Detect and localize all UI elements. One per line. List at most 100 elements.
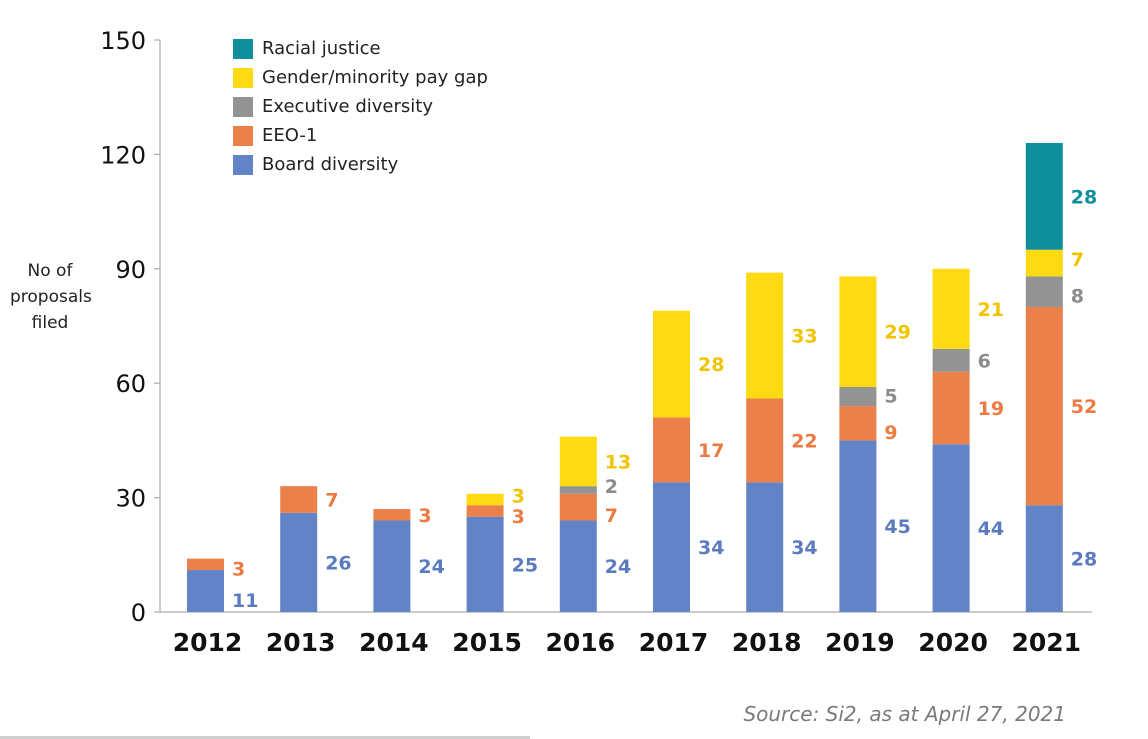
data-label: 17 xyxy=(698,440,724,462)
data-label: 22 xyxy=(791,430,817,452)
bar-segment-board-diversity xyxy=(653,482,690,612)
y-axis-label: No of proposals filed xyxy=(10,258,92,336)
data-label: 6 xyxy=(978,350,991,372)
x-tick-label: 2020 xyxy=(918,628,988,657)
bar-segment-gender-minority-pay-gap xyxy=(653,310,690,418)
legend-item-racial-justice: Racial justice xyxy=(233,34,488,63)
x-tick-label: 2012 xyxy=(173,628,243,657)
x-tick-label: 2013 xyxy=(266,628,336,657)
legend-swatch xyxy=(233,96,253,117)
bar-segment-board-diversity xyxy=(746,482,784,612)
bar-segment-eeo-1 xyxy=(187,558,224,571)
bar-segment-eeo-1 xyxy=(932,371,970,445)
data-label: 3 xyxy=(232,558,245,580)
y-tick-label: 30 xyxy=(115,485,146,513)
legend-label: EEO-1 xyxy=(262,125,318,146)
data-label: 19 xyxy=(978,398,1004,420)
data-label: 34 xyxy=(791,537,817,559)
data-label: 11 xyxy=(232,590,258,612)
data-label: 44 xyxy=(978,518,1004,540)
legend-swatch xyxy=(233,38,253,59)
bar-segment-executive-diversity xyxy=(1025,276,1063,307)
legend-label: Racial justice xyxy=(262,38,381,59)
legend-item-board-diversity: Board diversity xyxy=(233,150,488,179)
bar-segment-racial-justice xyxy=(1025,142,1063,250)
divider xyxy=(0,736,530,739)
bar-segment-eeo-1 xyxy=(839,406,877,441)
bar-segment-eeo-1 xyxy=(1025,306,1063,506)
data-label: 7 xyxy=(1071,249,1084,271)
legend-label: Board diversity xyxy=(262,154,399,175)
bar-segment-board-diversity xyxy=(466,516,504,612)
y-tick-label: 60 xyxy=(115,370,146,398)
bar-segment-eeo-1 xyxy=(746,398,784,483)
bar-segment-gender-minority-pay-gap xyxy=(1025,249,1063,277)
bar-segment-executive-diversity xyxy=(839,387,877,407)
bar-segment-board-diversity xyxy=(559,520,597,612)
legend-swatch xyxy=(233,125,253,146)
data-label: 28 xyxy=(1071,549,1097,571)
y-tick-label: 90 xyxy=(115,256,146,284)
data-label: 2 xyxy=(605,476,618,498)
data-label: 45 xyxy=(884,516,910,538)
x-tick-label: 2015 xyxy=(452,628,522,657)
bar-segment-board-diversity xyxy=(839,440,877,612)
data-label: 3 xyxy=(512,506,525,528)
data-label: 24 xyxy=(605,556,631,578)
bar-segment-board-diversity xyxy=(932,444,970,612)
data-label: 21 xyxy=(978,299,1004,321)
bar-segment-eeo-1 xyxy=(373,509,411,521)
x-tick-label: 2017 xyxy=(639,628,709,657)
bar-segment-eeo-1 xyxy=(559,493,597,521)
bar-segment-eeo-1 xyxy=(653,417,690,483)
legend: Racial justice Gender/minority pay gap E… xyxy=(233,34,488,179)
x-tick-label: 2019 xyxy=(825,628,895,657)
legend-swatch xyxy=(233,67,253,88)
legend-item-eeo-1: EEO-1 xyxy=(233,121,488,150)
bar-segment-executive-diversity xyxy=(559,486,597,494)
data-label: 25 xyxy=(512,554,538,576)
y-axis-label-line: filed xyxy=(31,313,69,333)
bar-segment-eeo-1 xyxy=(466,505,504,517)
x-tick-label: 2018 xyxy=(732,628,802,657)
data-label: 34 xyxy=(698,537,724,559)
y-axis-label-line: No of xyxy=(27,261,73,281)
data-label: 3 xyxy=(418,505,431,527)
bar-segment-gender-minority-pay-gap xyxy=(932,268,970,349)
y-tick-label: 150 xyxy=(100,27,146,55)
data-label: 29 xyxy=(884,322,910,344)
data-label: 3 xyxy=(512,486,525,508)
bar-segment-gender-minority-pay-gap xyxy=(839,276,877,388)
data-label: 7 xyxy=(325,490,338,512)
bar-segment-board-diversity xyxy=(280,512,318,612)
data-label: 52 xyxy=(1071,396,1097,418)
bar-segment-executive-diversity xyxy=(932,348,970,372)
x-tick-label: 2016 xyxy=(546,628,616,657)
data-label: 24 xyxy=(418,556,444,578)
legend-swatch xyxy=(233,154,253,175)
legend-label: Executive diversity xyxy=(262,96,433,117)
data-label: 28 xyxy=(698,354,724,376)
x-tick-label: 2021 xyxy=(1012,628,1082,657)
y-tick-label: 0 xyxy=(131,599,146,627)
bar-segment-gender-minority-pay-gap xyxy=(466,493,504,506)
y-tick-label: 120 xyxy=(100,141,146,169)
legend-label: Gender/minority pay gap xyxy=(262,67,488,88)
x-tick-label: 2014 xyxy=(359,628,429,657)
bar-segment-gender-minority-pay-gap xyxy=(559,436,597,487)
data-label: 13 xyxy=(605,451,631,473)
data-label: 28 xyxy=(1071,186,1097,208)
legend-item-executive-diversity: Executive diversity xyxy=(233,92,488,121)
data-label: 33 xyxy=(791,326,817,348)
data-label: 8 xyxy=(1071,286,1084,308)
bar-segment-gender-minority-pay-gap xyxy=(746,272,784,399)
legend-item-pay-gap: Gender/minority pay gap xyxy=(233,63,488,92)
data-label: 9 xyxy=(884,422,897,444)
source-note: Source: Si2, as at April 27, 2021 xyxy=(743,702,1066,726)
data-label: 7 xyxy=(605,505,618,527)
bar-segment-eeo-1 xyxy=(280,486,318,513)
bar-segment-board-diversity xyxy=(187,570,224,612)
data-label: 26 xyxy=(325,552,351,574)
bar-segment-board-diversity xyxy=(373,520,411,612)
